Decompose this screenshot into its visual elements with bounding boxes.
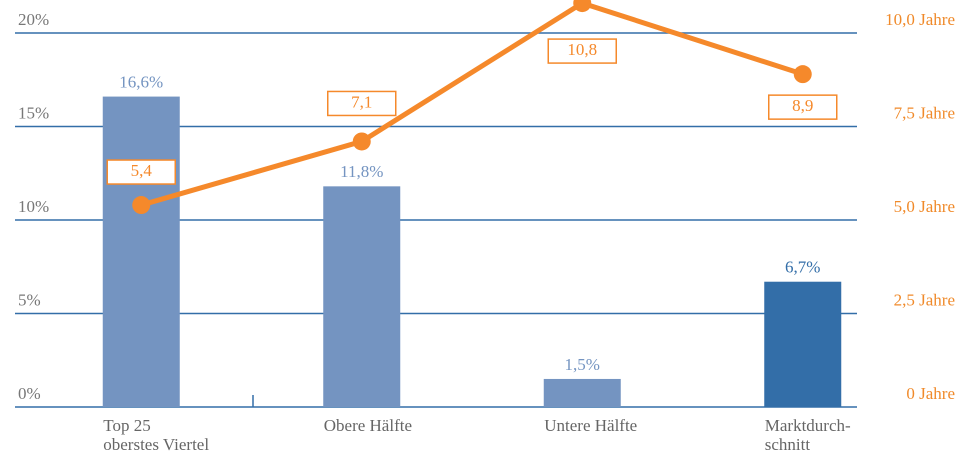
bar-value-label: 1,5% — [565, 355, 600, 374]
line-value-label: 8,9 — [792, 96, 813, 115]
y-tick-label: 20% — [18, 10, 49, 29]
line-label-box — [327, 90, 397, 117]
y2-tick-label: 2,5 Jahre — [894, 290, 955, 309]
y-tick-label: 10% — [18, 197, 49, 216]
y2-tick-label: 5,0 Jahre — [894, 197, 955, 216]
line-point — [573, 0, 592, 13]
bar — [102, 96, 180, 407]
x-tick-label: Top 25 oberstes Viertel — [103, 416, 210, 454]
x-tick-label: Untere Hälfte — [544, 416, 638, 435]
x-tick-label: Marktdurch- schnitt — [764, 416, 851, 454]
line-value-label: 5,4 — [131, 161, 153, 180]
bar-value-label: 6,7% — [785, 258, 820, 277]
y-tick-label: 15% — [18, 103, 49, 122]
line-value-label: 7,1 — [351, 92, 372, 111]
bar — [323, 186, 401, 407]
line-point — [132, 196, 151, 215]
bar-value-label: 16,6% — [119, 72, 163, 91]
x-tick-label: Obere Hälfte — [323, 416, 413, 435]
line-point — [352, 132, 371, 151]
y2-tick-label: 7,5 Jahre — [894, 103, 955, 122]
bar — [543, 378, 621, 407]
y-tick-label: 0% — [18, 384, 41, 403]
line-label-box — [106, 159, 176, 185]
line-label-box — [768, 94, 838, 120]
y-tick-label: 5% — [18, 290, 41, 309]
bar — [764, 281, 842, 407]
line-label-box — [547, 38, 617, 64]
y2-tick-label: 10,0 Jahre — [885, 10, 955, 29]
line-point — [793, 65, 812, 84]
line — [140, 0, 804, 208]
y2-tick-label: 0 Jahre — [906, 384, 955, 403]
line-value-label: 10,8 — [567, 40, 597, 59]
bar-value-label: 11,8% — [340, 162, 383, 181]
